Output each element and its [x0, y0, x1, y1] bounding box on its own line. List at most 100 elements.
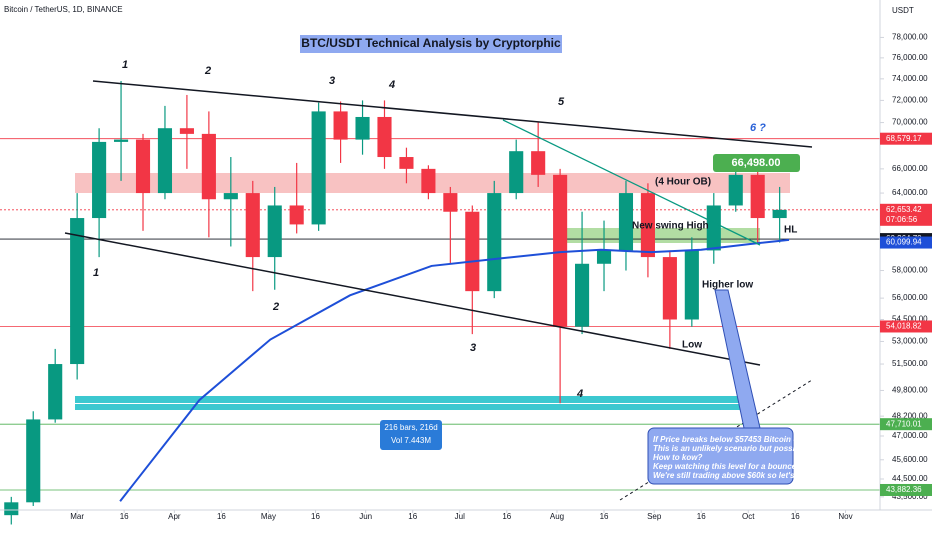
candle-body [640, 193, 655, 258]
callout-text: Keep watching this level for a bounce or… [653, 462, 853, 471]
wave-label: 6 ? [750, 122, 766, 134]
wave-label: 2 [272, 301, 279, 313]
x-tick-label: 16 [600, 512, 609, 521]
x-tick-label: Aug [550, 512, 564, 521]
candle-body [750, 174, 765, 219]
y-tick-label: 64,000.00 [892, 188, 928, 197]
x-tick-label: Jul [455, 512, 465, 521]
x-tick-label: Oct [742, 512, 755, 521]
callout-text: We're still trading above $60k so let's … [653, 471, 890, 480]
y-tick-label: 56,000.00 [892, 293, 928, 302]
candle-body [26, 419, 41, 503]
x-tick-label: Apr [168, 512, 181, 521]
x-tick-label: Mar [70, 512, 84, 521]
measure-box [380, 420, 442, 450]
y-tick-label: 58,000.00 [892, 266, 928, 275]
candle-body [201, 133, 216, 200]
wave-label: 1 [93, 267, 99, 279]
y-tick-label: 76,000.00 [892, 53, 928, 62]
y-tick-label: 44,500.00 [892, 474, 928, 483]
candle-body [135, 139, 151, 194]
candle-body [596, 250, 612, 264]
trend-line [502, 119, 761, 246]
currency: USDT [892, 6, 914, 15]
x-tick-label: 16 [791, 512, 800, 521]
price-tag [880, 320, 932, 333]
candle-body [70, 218, 85, 365]
callout-box [647, 427, 794, 485]
candle-body [333, 111, 348, 140]
price-tag [880, 132, 932, 145]
callout-text: How to kow? [653, 453, 702, 462]
y-tick-label: 51,500.00 [892, 359, 928, 368]
y-tick-label: 53,000.00 [892, 337, 928, 346]
candle-body [267, 205, 282, 258]
y-tick-label: 70,000.00 [892, 118, 928, 127]
measure-text: Vol 7.443M [391, 436, 431, 445]
x-tick-label: Jun [359, 512, 372, 521]
candle-body [289, 205, 304, 225]
candle-body [4, 502, 19, 516]
price-tag-label: 54,018.82 [886, 322, 922, 331]
price-tag [880, 418, 932, 431]
plot [0, 80, 880, 525]
x-tick-label: May [261, 512, 276, 521]
candle-body [443, 193, 458, 212]
x-tick-label: 16 [311, 512, 320, 521]
annotation: Low [682, 340, 702, 351]
wave-label: 4 [576, 388, 583, 400]
callout-text: If Price breaks below $57453 Bitcoin can… [653, 435, 850, 444]
price-tag [880, 483, 932, 496]
support-zone [75, 396, 750, 403]
annotation: HL [784, 225, 797, 236]
y-tick-label: 72,000.00 [892, 96, 928, 105]
candle-body [465, 211, 480, 292]
candle-body [355, 116, 370, 140]
candle-body [684, 250, 699, 320]
candle-body [706, 205, 721, 251]
candle-body [553, 174, 568, 327]
countdown: 07:06:56 [886, 215, 918, 224]
candle-body [662, 257, 677, 320]
candle-body [618, 193, 634, 251]
y-tick-label: 43,500.00 [892, 492, 928, 501]
price-tag [880, 203, 932, 226]
candle-body [575, 263, 590, 327]
wave-label: 3 [470, 342, 476, 354]
candle-body [531, 151, 546, 175]
x-tick-label: Sep [647, 512, 662, 521]
annotation: (4 Hour OB) [655, 177, 711, 188]
candle-body [179, 128, 194, 134]
y-tick-label: 74,000.00 [892, 74, 928, 83]
price-tag-label: 62,653.42 [886, 205, 922, 214]
annotation: New swing High [632, 221, 709, 232]
y-tick-label: 66,000.00 [892, 164, 928, 173]
chart-title: BTC/USDT Technical Analysis by Cryptorph… [301, 36, 561, 50]
y-tick-label: 54,500.00 [892, 315, 928, 324]
candle-body [728, 174, 743, 206]
y-tick-label: 78,000.00 [892, 33, 928, 42]
candle-body [311, 111, 326, 225]
price-tag-label: 43,882.36 [886, 485, 922, 494]
trend-line [92, 80, 813, 148]
measure-text: 216 bars, 216d [384, 423, 437, 432]
moving-average [119, 238, 790, 502]
target-label: 66,498.00 [732, 157, 781, 169]
x-tick-label: 16 [697, 512, 706, 521]
price-tag-label: 47,710.01 [886, 419, 922, 428]
support-zone [75, 404, 750, 410]
candle-body [157, 128, 173, 194]
wave-label: 2 [204, 65, 211, 77]
price-tag-label: 68,579.17 [886, 134, 922, 143]
x-tick-label: 16 [120, 512, 129, 521]
callout-text: This is an unlikely scenario but possibl… [653, 444, 809, 453]
price-tag [880, 236, 932, 249]
symbol: Bitcoin / TetherUS, 1D, BINANCE [4, 5, 123, 14]
y-tick-label: 49,800.00 [892, 386, 928, 395]
y-tick-label: 47,000.00 [892, 431, 928, 440]
annotation: Higher low [702, 280, 753, 291]
x-tick-label: 16 [408, 512, 417, 521]
wave-label: 3 [329, 75, 335, 87]
wave-label: 4 [388, 79, 395, 91]
